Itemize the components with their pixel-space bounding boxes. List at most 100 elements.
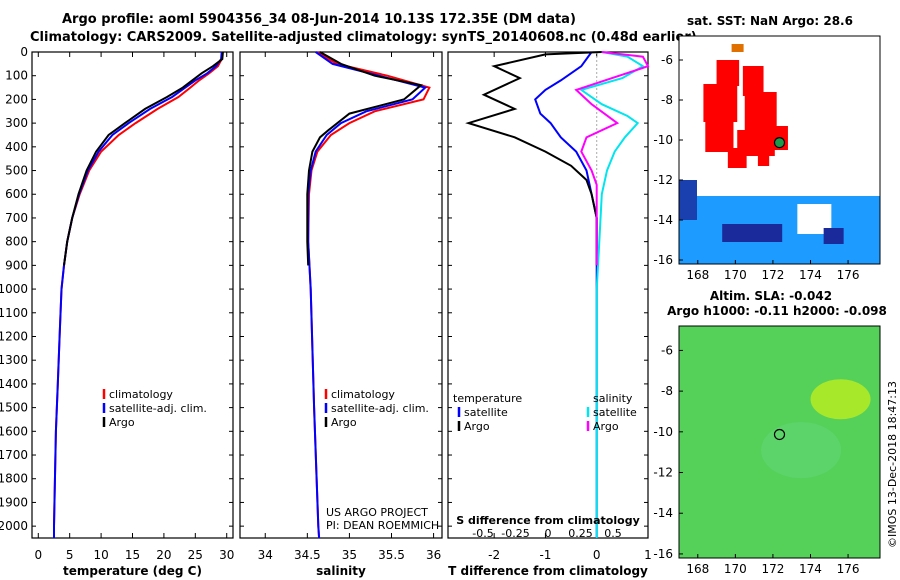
sst-dark-cell — [722, 224, 783, 242]
sst_map-ytick-label: -16 — [653, 253, 673, 267]
temperature-series-satellite-adj-clim- — [53, 51, 223, 538]
sla_map-layer — [678, 325, 881, 559]
sst_map-argo-marker — [773, 137, 786, 149]
sla_map-ytick-label: -8 — [661, 384, 673, 398]
sla_map-ytick-label: -14 — [653, 506, 673, 520]
depth-tick-label: 600 — [5, 187, 28, 201]
depth-tick-label: 1900 — [0, 495, 28, 509]
sst_map-xtick-label: 170 — [724, 268, 747, 282]
sla_map-xtick-label: 168 — [686, 562, 709, 576]
sst_map-ytick-label: -6 — [661, 53, 673, 67]
salinity-xlabel: salinity — [316, 564, 366, 578]
temperature-xtick-label: 0 — [34, 548, 42, 562]
depth-tick-label: 900 — [5, 258, 28, 272]
sst_map-frame — [678, 35, 881, 265]
sst_map-xtick-label: 168 — [686, 268, 709, 282]
sla_map-argo-marker — [773, 428, 786, 441]
depth-tick-label: 1100 — [0, 306, 28, 320]
salinity-series-satellite-adj-clim- — [307, 51, 428, 539]
depth-tick-label: 400 — [5, 140, 28, 154]
diff-legend-temp-label: satellite — [464, 406, 508, 419]
salinity-series-climatology — [307, 51, 431, 539]
difference-xtick-label: 0 — [593, 548, 601, 562]
depth-tick-label: 100 — [5, 69, 28, 83]
sst-orange-cell — [731, 44, 744, 52]
sst_map-ytick-label: -8 — [661, 93, 673, 107]
difference-xtick-label: -2 — [488, 548, 500, 562]
sla-map-title-1: Altim. SLA: -0.042 — [710, 289, 832, 303]
sst-dark-cell-left — [679, 180, 697, 220]
temperature-series-argo — [63, 51, 224, 266]
difference-xlabel: T difference from climatology — [448, 564, 648, 578]
sst-warm-cell — [757, 152, 770, 166]
credit-pi: PI: DEAN ROEMMICH — [326, 519, 440, 532]
sst-warm-cell — [742, 66, 764, 96]
salinity-legend-label: climatology — [331, 388, 395, 401]
depth-tick-label: 2000 — [0, 519, 28, 533]
depth-tick-label: 800 — [5, 235, 28, 249]
sla_map-xtick-label: 174 — [799, 562, 822, 576]
temperature-xtick-label: 10 — [93, 548, 108, 562]
diff-legend-sal-label: Argo — [593, 420, 619, 433]
sla-map-title-2: Argo h1000: -0.11 h2000: -0.098 — [667, 304, 887, 318]
depth-tick-label: 700 — [5, 211, 28, 225]
temperature-xtick-label: 30 — [219, 548, 234, 562]
diff-stick-label: 0 — [545, 527, 552, 540]
sst_map-xtick-label: 176 — [837, 268, 860, 282]
sla-high-blob — [810, 379, 871, 420]
difference-series-salinity-argo — [574, 51, 650, 266]
salinity-series-argo — [306, 51, 424, 266]
salinity-xtick-label: 34.5 — [294, 548, 321, 562]
difference-series-temperature-satellite — [534, 51, 598, 538]
temperature-xtick-label: 20 — [156, 548, 171, 562]
depth-tick-label: 1400 — [0, 377, 28, 391]
difference-xtick-label: -1 — [539, 548, 551, 562]
difference-series-temperature-argo — [465, 51, 602, 266]
diff-legend-temp-label: Argo — [464, 420, 490, 433]
figure-title-line1: Argo profile: aoml 5904356_34 08-Jun-201… — [62, 12, 576, 27]
sst_map-layer — [678, 35, 881, 265]
salinity-xtick-label: 35.5 — [378, 548, 405, 562]
difference-frame — [447, 51, 649, 539]
sla-low-blob — [761, 422, 842, 479]
sla_map-ytick-label: -12 — [653, 466, 673, 480]
temperature-xlabel: temperature (deg C) — [63, 564, 202, 578]
sla_map-xtick-label: 176 — [837, 562, 860, 576]
diff-legend-sal-label: satellite — [593, 406, 637, 419]
depth-tick-label: 1700 — [0, 448, 28, 462]
sst_map-xtick-label: 174 — [799, 268, 822, 282]
sst-dark-cell-right — [823, 228, 844, 244]
salinity-xtick-label: 34 — [258, 548, 273, 562]
depth-tick-label: 1000 — [0, 282, 28, 296]
sst_map-ytick-label: -12 — [653, 173, 673, 187]
sst_map-ytick-label: -10 — [653, 133, 673, 147]
salinity-xtick-label: 36 — [426, 548, 441, 562]
sla_map-ytick-label: -6 — [661, 343, 673, 357]
diff-stick-label: -0.25 — [501, 527, 529, 540]
temperature-legend-label: satellite-adj. clim. — [109, 402, 207, 415]
sla_map-ytick-label: -16 — [653, 547, 673, 561]
depth-tick-label: 500 — [5, 164, 28, 178]
depth-tick-label: 1500 — [0, 401, 28, 415]
sst_map-ytick-label: -14 — [653, 213, 673, 227]
credit-project: US ARGO PROJECT — [326, 506, 428, 519]
depth-tick-label: 1300 — [0, 353, 28, 367]
sst_map-xtick-label: 172 — [761, 268, 784, 282]
temperature-legend-label: climatology — [109, 388, 173, 401]
depth-tick-label: 1600 — [0, 424, 28, 438]
salinity-frame — [239, 51, 443, 539]
diff-stick-label: -0.5 — [472, 527, 493, 540]
temperature-xtick-label: 15 — [125, 548, 140, 562]
sla_map-xtick-label: 172 — [761, 562, 784, 576]
sst-warm-cell — [716, 60, 740, 86]
difference-xtick-label: 1 — [644, 548, 652, 562]
sst-warm-cell — [703, 84, 738, 122]
depth-tick-label: 1200 — [0, 329, 28, 343]
salinity-legend-label: Argo — [331, 416, 357, 429]
diff-xlabel-salinity: S difference from climatology — [456, 514, 640, 527]
depth-tick-label: 0 — [20, 45, 28, 59]
temperature-xtick-label: 25 — [188, 548, 203, 562]
sla_map-ytick-label: -10 — [653, 425, 673, 439]
temperature-series-climatology — [53, 51, 224, 538]
